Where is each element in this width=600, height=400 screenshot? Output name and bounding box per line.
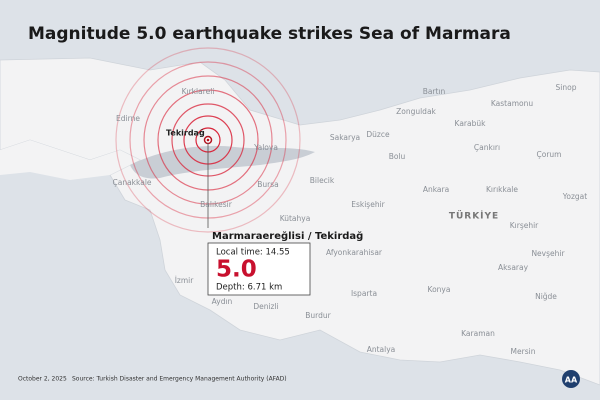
depth: Depth: 6.71 km — [216, 283, 282, 293]
place-label: Aksaray — [498, 263, 529, 272]
place-label: Nevşehir — [531, 249, 565, 258]
epicenter — [206, 138, 210, 142]
place-label: Karabük — [455, 119, 487, 128]
place-label: Karaman — [461, 329, 495, 338]
title: Magnitude 5.0 earthquake strikes Sea of … — [28, 24, 511, 44]
callout-location: Marmaraereğlisi / Tekirdağ — [212, 230, 363, 242]
sea-of-marmara — [130, 145, 315, 179]
place-label: Düzce — [366, 130, 390, 139]
place-label: Mersin — [511, 347, 536, 356]
place-label: Antalya — [367, 345, 396, 354]
place-label: Denizli — [253, 302, 278, 311]
country-label: TÜRKİYE — [449, 211, 499, 222]
land — [0, 140, 140, 180]
local-time: Local time: 14.55 — [216, 248, 290, 258]
place-label: Yozgat — [562, 192, 587, 201]
place-label: Eskişehir — [351, 200, 385, 209]
place-label: Edirne — [116, 114, 140, 123]
place-label: Aydın — [212, 297, 233, 306]
place-label: Çankırı — [474, 143, 500, 152]
place-label: Zonguldak — [396, 107, 436, 116]
source: Source: Turkish Disaster and Emergency M… — [72, 376, 287, 383]
place-label: Niğde — [535, 292, 557, 301]
place-label: İzmir — [175, 276, 195, 285]
place-label: Afyonkarahisar — [326, 248, 383, 257]
place-label: Sakarya — [330, 133, 360, 142]
place-label: Isparta — [351, 289, 377, 298]
place-label: Kırıkkale — [486, 185, 518, 194]
place-label: Çorum — [537, 150, 562, 159]
magnitude: 5.0 — [216, 257, 257, 283]
place-label: Konya — [428, 285, 451, 294]
place-label: Çanakkale — [112, 178, 151, 187]
place-label: Yalova — [253, 143, 278, 152]
place-label: Sinop — [556, 83, 577, 92]
place-label: Bursa — [257, 180, 279, 189]
place-label: Bilecik — [310, 176, 335, 185]
place-label: Ankara — [423, 185, 449, 194]
place-label: Kırşehir — [510, 221, 539, 230]
logo: AA — [565, 376, 578, 385]
seismic-rings — [115, 47, 301, 233]
place-label: Burdur — [305, 311, 331, 320]
logo-badge — [562, 370, 580, 388]
place-label: Bartın — [423, 87, 446, 96]
callout-box — [207, 242, 311, 296]
place-label: Kastamonu — [491, 99, 533, 108]
place-label: Kütahya — [280, 214, 311, 223]
epicenter-label: Tekirdağ — [166, 129, 205, 138]
place-label: Bolu — [389, 152, 406, 161]
date: October 2, 2025 — [18, 376, 67, 383]
place-label: Balıkesir — [200, 200, 233, 209]
seismic-ring — [115, 47, 301, 233]
place-labels: Bartın Sinop Kastamonu Zonguldak Karabük Kırk… — [112, 83, 587, 356]
place-label: Kırklareli — [182, 87, 215, 96]
